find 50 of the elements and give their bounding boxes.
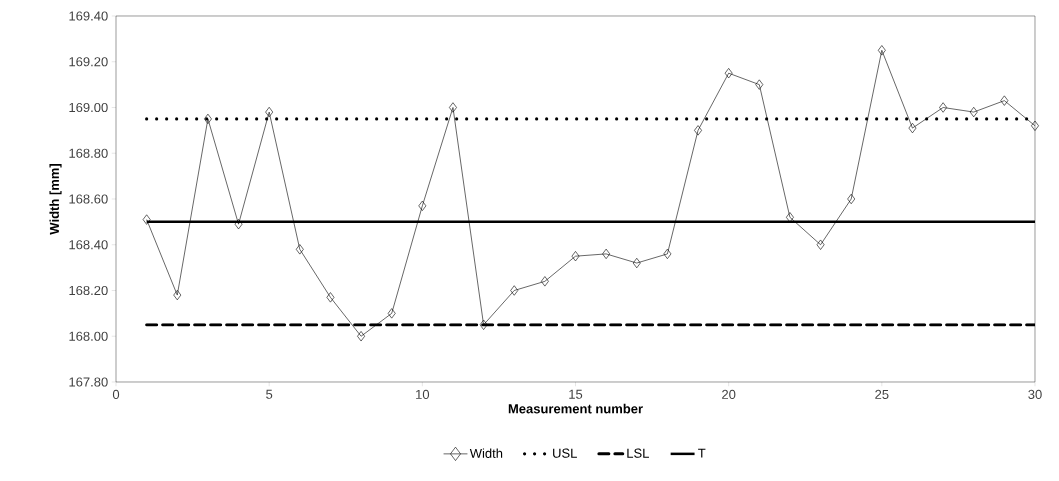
point xyxy=(755,79,764,90)
x-tick-label: 25 xyxy=(875,389,889,399)
point xyxy=(939,102,947,113)
x-tick-label: 15 xyxy=(569,389,583,399)
y-tick-label: 168.40 xyxy=(69,240,108,250)
y-tick-label: 168.00 xyxy=(69,331,108,341)
point xyxy=(632,257,641,269)
point xyxy=(295,244,304,255)
point xyxy=(1000,95,1009,106)
y-axis-title: Width [mm] xyxy=(49,164,62,235)
point xyxy=(479,319,488,330)
point xyxy=(418,200,427,211)
x-tick-label: 10 xyxy=(416,389,430,399)
point xyxy=(571,251,580,262)
x-tick-label: 30 xyxy=(1028,389,1042,399)
y-tick-label: 169.00 xyxy=(69,102,108,113)
point xyxy=(540,276,549,287)
y-tick-label: 168.20 xyxy=(69,285,108,296)
legend-label: USL xyxy=(553,448,577,458)
y-tick-label: 168.60 xyxy=(69,194,108,204)
y-tick-label: 167.80 xyxy=(69,377,108,387)
point xyxy=(1031,120,1039,131)
point xyxy=(326,292,335,303)
x-axis-title: Measurement number xyxy=(508,403,643,414)
x-tick-label: 5 xyxy=(266,389,273,399)
point xyxy=(510,285,519,296)
point xyxy=(173,289,182,301)
point xyxy=(234,219,243,230)
legend-label: Width xyxy=(469,448,503,458)
y-tick-label: 168.80 xyxy=(69,148,108,158)
point xyxy=(357,331,365,342)
point xyxy=(663,248,672,259)
legend-label: LSL xyxy=(627,448,649,458)
point xyxy=(602,248,611,259)
point xyxy=(908,122,917,134)
point xyxy=(877,45,886,56)
y-tick-label: 169.40 xyxy=(69,11,108,21)
point xyxy=(387,308,396,319)
point xyxy=(142,214,151,225)
point xyxy=(724,68,733,79)
y-tick-label: 169.20 xyxy=(69,57,108,67)
point xyxy=(449,102,457,113)
legend-label: T xyxy=(698,448,706,458)
point xyxy=(969,106,978,118)
x-tick-label: 20 xyxy=(722,389,736,399)
point xyxy=(694,125,702,136)
point xyxy=(847,193,856,205)
point xyxy=(265,106,274,118)
x-tick-label: 0 xyxy=(112,389,120,399)
point xyxy=(816,239,825,250)
